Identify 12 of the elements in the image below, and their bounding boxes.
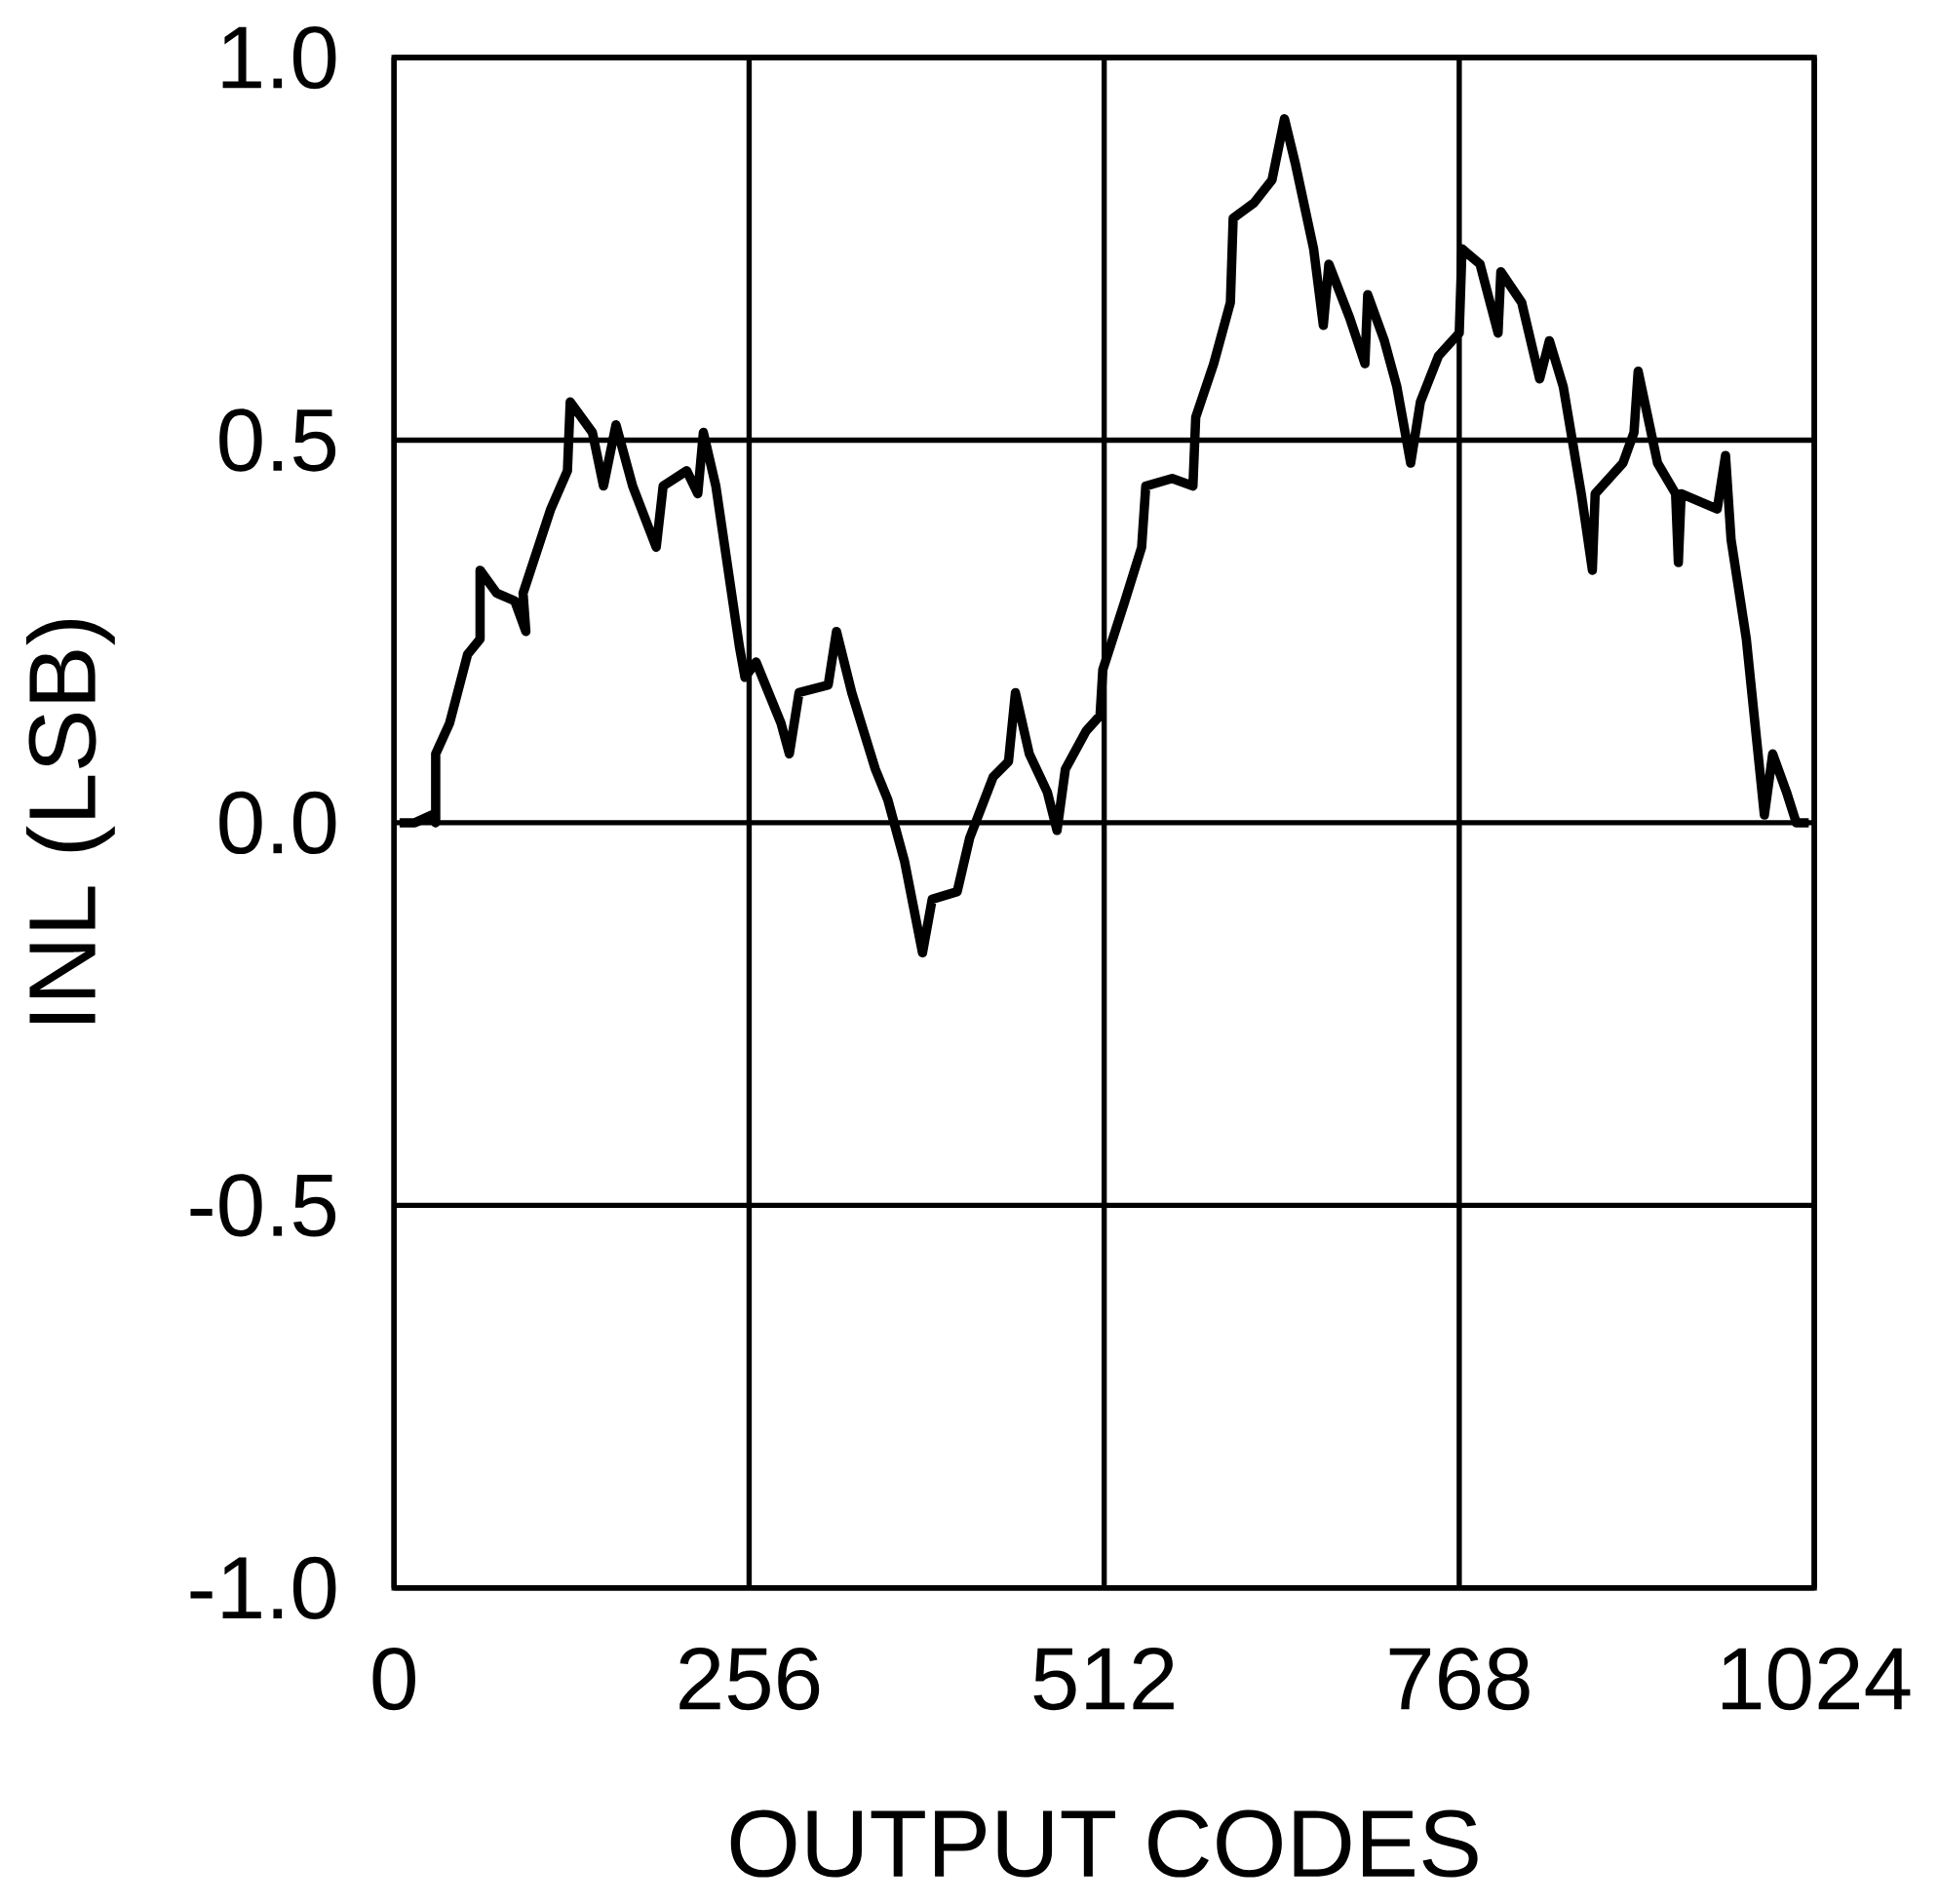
x-tick-label: 0 (372, 1648, 415, 1711)
y-tick-label: 0.5 (219, 408, 336, 472)
x-tick-label: 256 (679, 1648, 820, 1711)
y-tick-label: 0.0 (219, 792, 336, 855)
x-tick-label: 512 (1033, 1648, 1174, 1711)
y-tick-label: -1.0 (190, 1556, 336, 1620)
x-axis-title: OUTPUT CODES (730, 1809, 1478, 1878)
y-tick-label: -0.5 (190, 1174, 336, 1237)
x-tick-label: 1024 (1722, 1648, 1911, 1711)
y-tick-label: 1.0 (222, 26, 336, 90)
x-tick-label: 768 (1389, 1648, 1530, 1711)
y-axis-title: INL (LSB) (25, 620, 115, 1024)
